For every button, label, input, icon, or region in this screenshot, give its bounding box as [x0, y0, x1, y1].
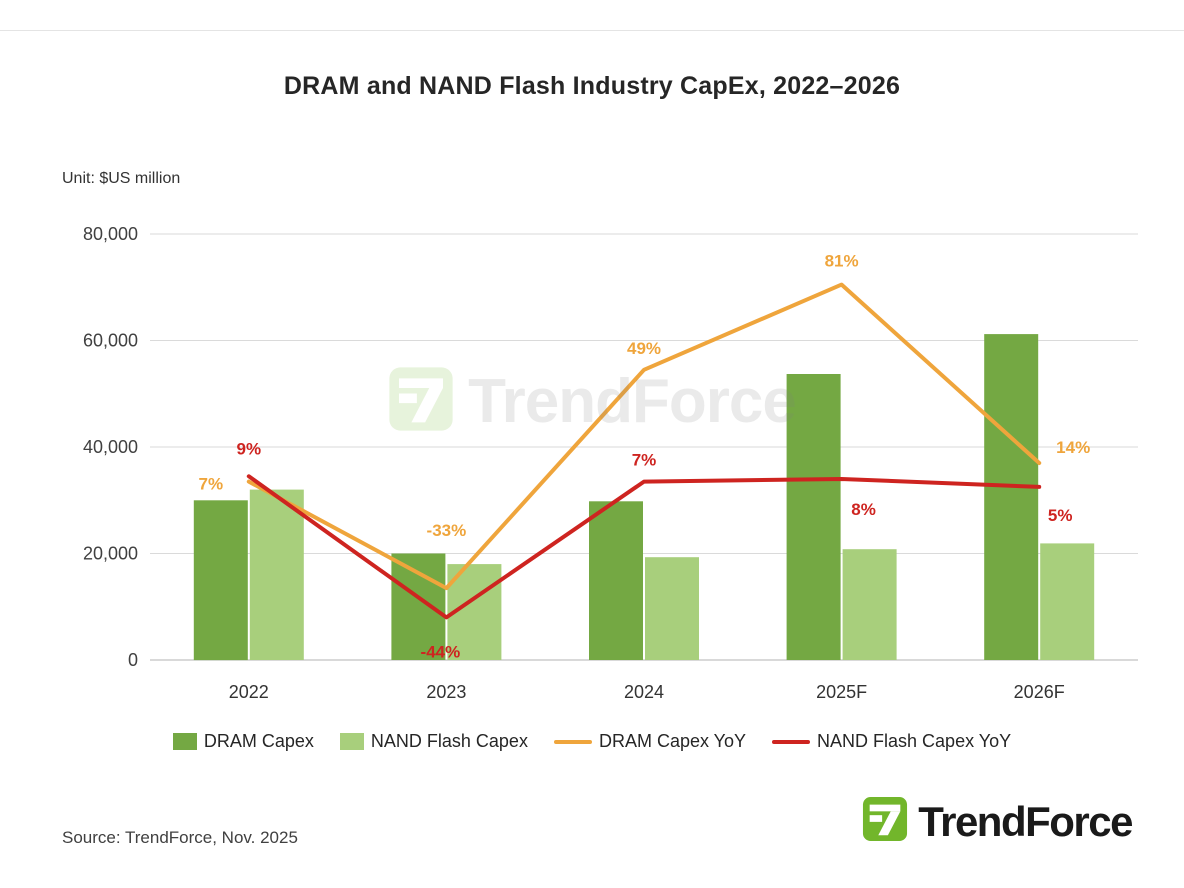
legend-swatch-line	[553, 739, 592, 744]
y-axis-tick: 40,000	[83, 437, 138, 457]
y-axis-tick: 60,000	[83, 331, 138, 351]
y-axis-tick: 80,000	[83, 224, 138, 244]
data-label-dram-capex-yoy: -33%	[427, 521, 467, 540]
y-axis-tick: 0	[128, 650, 138, 670]
legend-swatch-square	[339, 733, 364, 750]
chart-area: 0 20,000 40,000 60,000 80,000 7% -33% 49% 81% 14%…	[0, 200, 1184, 705]
legend-swatch-square	[172, 733, 197, 750]
data-label-nand-flash-capex-yoy: 7%	[632, 451, 657, 470]
legend-item-dram-capex: DRAM Capex	[172, 731, 314, 752]
legend-item-nand-flash-capex-yoy: NAND Flash Capex YoY	[772, 731, 1011, 752]
legend-item-nand-flash-capex: NAND Flash Capex	[339, 731, 528, 752]
line-nand-flash-capex-yoy	[246, 474, 1042, 620]
bar-nand-flash-capex	[249, 489, 304, 660]
trendforce-logo: TrendForce	[862, 796, 1133, 847]
bar-nand-flash-capex	[1040, 543, 1095, 660]
data-label-nand-flash-capex-yoy: 5%	[1048, 506, 1073, 525]
line-dram-capex-yoy	[246, 282, 1042, 591]
legend-label: DRAM Capex	[203, 731, 314, 751]
trendforce-logo-glyph	[863, 796, 908, 842]
bar-dram-capex	[984, 334, 1039, 660]
legend-label: DRAM Capex YoY	[598, 731, 747, 751]
data-label-dram-capex-yoy: 7%	[199, 475, 224, 494]
x-axis-label: 2025F	[816, 682, 867, 702]
x-axis-label: 2023	[426, 682, 466, 702]
bar-nand-flash-capex	[842, 549, 897, 660]
top-divider	[0, 30, 1184, 31]
capex-chart: 0 20,000 40,000 60,000 80,000 7% -33% 49% 81% 14%…	[83, 224, 1138, 702]
legend-swatch-line	[772, 739, 811, 744]
data-label-dram-capex-yoy: 49%	[627, 339, 661, 358]
x-axis-label: 2022	[229, 682, 269, 702]
unit-label: Unit: $US million	[62, 170, 181, 187]
logo-text: TrendForce	[918, 797, 1133, 845]
bar-nand-flash-capex	[645, 557, 699, 660]
source-note: Source: TrendForce, Nov. 2025	[62, 828, 298, 847]
legend-label: NAND Flash Capex	[370, 731, 528, 751]
data-label-dram-capex-yoy: 81%	[825, 252, 859, 271]
bar-dram-capex	[193, 500, 248, 661]
data-label-nand-flash-capex-yoy: -44%	[421, 642, 461, 661]
logo-icon	[862, 796, 908, 847]
legend-label: NAND Flash Capex YoY	[817, 731, 1012, 751]
bar-dram-capex	[589, 501, 643, 660]
legend-item-dram-capex-yoy: DRAM Capex YoY	[553, 731, 747, 752]
data-label-nand-flash-capex-yoy: 8%	[851, 500, 876, 519]
chart-legend: DRAM Capex NAND Flash Capex DRAM Capex YoY…	[0, 731, 1184, 752]
data-label-dram-capex-yoy: 14%	[1056, 438, 1090, 457]
y-axis-tick: 20,000	[83, 544, 138, 564]
bar-dram-capex	[786, 374, 841, 660]
x-axis-label: 2024	[624, 682, 664, 702]
x-axis-label: 2026F	[1014, 682, 1065, 702]
chart-title: DRAM and NAND Flash Industry CapEx, 2022…	[283, 72, 901, 100]
data-label-nand-flash-capex-yoy: 9%	[237, 439, 262, 458]
